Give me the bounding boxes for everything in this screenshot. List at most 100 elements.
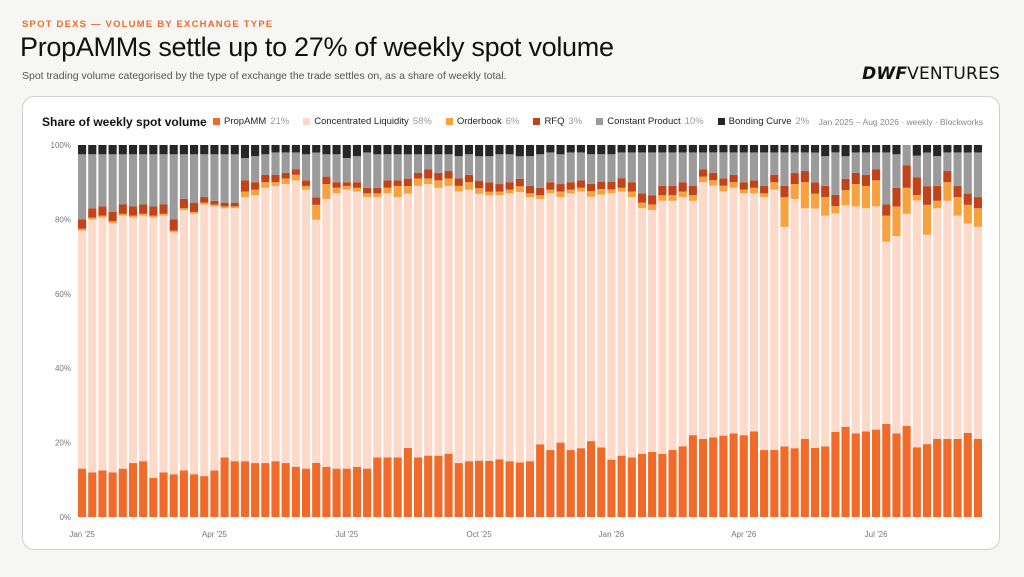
bar-orderbook (688, 195, 697, 201)
bar-concentrated-liquidity (444, 185, 453, 454)
page-subtitle: Spot trading volume categorised by the t… (22, 70, 507, 82)
bar-propamm (912, 447, 921, 517)
bar-propamm (556, 442, 565, 517)
bar-rfq (892, 187, 901, 207)
bar-concentrated-liquidity (352, 191, 362, 467)
bar-rfq (424, 169, 433, 179)
bar-propamm (312, 462, 321, 517)
bar-concentrated-liquidity (607, 193, 616, 460)
bar-constant-product (139, 154, 148, 205)
bar-constant-product (882, 152, 891, 205)
bar-propamm (973, 438, 982, 517)
bar-orderbook (220, 206, 229, 209)
bar-orderbook (128, 215, 138, 218)
bar-bonding-curve (169, 145, 178, 155)
bar-concentrated-liquidity (556, 197, 565, 443)
bar-concentrated-liquidity (841, 205, 850, 427)
bar-rfq (749, 180, 759, 188)
bar-bonding-curve (973, 145, 982, 153)
bar-rfq (780, 185, 789, 198)
bar-constant-product (383, 154, 392, 181)
bar-orderbook (352, 187, 362, 192)
bar-bonding-curve (281, 145, 290, 153)
bar-orderbook (861, 185, 870, 209)
legend-share: 21% (270, 116, 290, 127)
bar-propamm (892, 433, 901, 517)
bar-orderbook (821, 197, 830, 216)
bar-bonding-curve (546, 145, 555, 153)
bar-propamm (363, 468, 372, 517)
bar-bonding-curve (373, 145, 382, 155)
bar-concentrated-liquidity (617, 191, 626, 456)
legend-swatch (533, 118, 541, 125)
bar-rfq (800, 171, 809, 183)
bar-bonding-curve (821, 145, 830, 157)
bar-rfq (861, 174, 870, 186)
bar-bonding-curve (678, 145, 687, 153)
bar-propamm (902, 425, 911, 517)
bar-concentrated-liquidity (678, 197, 687, 447)
bar-rfq (821, 185, 830, 198)
bar-constant-product (485, 156, 494, 183)
bar-rfq (413, 172, 423, 179)
bar-bonding-curve (770, 145, 779, 153)
bar-constant-product (831, 152, 840, 195)
bar-rfq (342, 182, 351, 186)
bar-constant-product (546, 152, 555, 183)
bar-constant-product (495, 154, 504, 185)
bar-bonding-curve (658, 145, 667, 153)
bar-orderbook (627, 191, 636, 198)
bar-concentrated-liquidity (118, 215, 127, 469)
bar-concentrated-liquidity (566, 193, 575, 451)
bar-rfq (831, 194, 840, 207)
bar-bonding-curve (760, 145, 769, 153)
bar-constant-product (169, 154, 178, 220)
bar-bonding-curve (617, 145, 626, 153)
bar-propamm (546, 450, 555, 517)
bar-bonding-curve (322, 145, 331, 155)
bar-constant-product (739, 152, 748, 183)
bar-propamm (220, 457, 229, 517)
bar-concentrated-liquidity (872, 206, 881, 430)
bar-rfq (963, 193, 972, 205)
legend-label: Bonding Curve (728, 116, 792, 127)
bar-concentrated-liquidity (98, 217, 107, 471)
bar-propamm (698, 438, 708, 517)
bar-orderbook (413, 178, 423, 186)
bar-rfq (169, 219, 178, 231)
bar-bonding-curve (953, 145, 962, 153)
y-tick-label: 40% (55, 364, 71, 373)
bar-bonding-curve (88, 145, 97, 155)
bar-rfq (403, 178, 412, 187)
bar-rfq (587, 183, 596, 192)
bar-propamm (658, 453, 667, 517)
bar-constant-product (536, 154, 545, 188)
bar-orderbook (393, 185, 402, 198)
bar-orderbook (139, 213, 148, 216)
bar-bonding-curve (882, 145, 891, 153)
bar-orderbook (587, 191, 596, 197)
bar-bonding-curve (627, 145, 636, 153)
bar-bonding-curve (475, 145, 484, 157)
bar-orderbook (291, 174, 300, 181)
bar-propamm (505, 461, 514, 517)
bar-bonding-curve (515, 145, 524, 157)
bar-concentrated-liquidity (658, 200, 667, 454)
bar-bonding-curve (597, 145, 606, 155)
bar-orderbook (373, 193, 382, 198)
legend-label: Orderbook (456, 116, 502, 127)
bar-concentrated-liquidity (536, 198, 545, 445)
bar-rfq (363, 187, 372, 194)
bar-constant-product (658, 152, 667, 186)
bar-constant-product (648, 152, 657, 196)
bar-propamm (668, 450, 677, 517)
bar-propamm (688, 435, 697, 517)
bar-concentrated-liquidity (88, 219, 97, 473)
bar-propamm (810, 447, 820, 517)
bar-bonding-curve (495, 145, 504, 155)
bar-propamm (251, 463, 260, 517)
bar-propamm (108, 472, 117, 517)
bar-orderbook (576, 187, 585, 192)
bar-rfq (495, 184, 504, 192)
bar-constant-product (953, 152, 962, 186)
